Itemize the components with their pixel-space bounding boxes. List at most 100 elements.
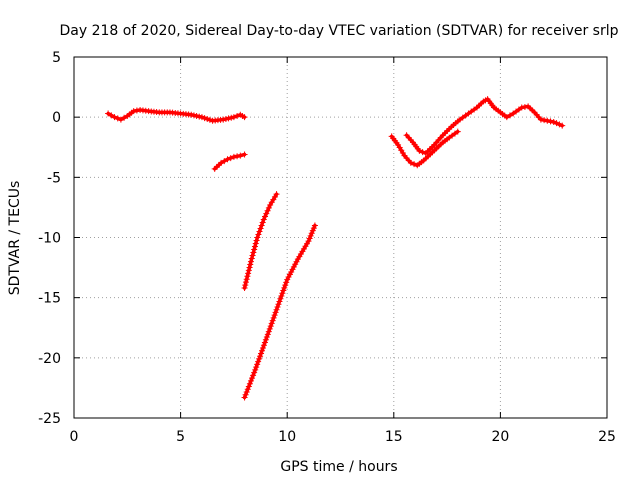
x-tick-label: 20 [491,429,509,445]
data-point [280,287,287,294]
data-point [266,325,273,332]
data-point [198,114,205,121]
data-point [537,116,544,123]
data-point [263,210,270,217]
data-point [260,216,267,223]
data-point [259,344,266,351]
data-point [271,312,278,319]
chart-title: Day 218 of 2020, Sidereal Day-to-day VTE… [59,23,618,39]
data-point [220,116,227,123]
data-point [278,293,285,300]
data-point [407,159,414,166]
data-point [272,309,279,316]
data-point [244,273,251,280]
data-point [256,355,263,362]
data-point [252,366,259,373]
data-point [279,290,286,297]
data-point [281,284,288,291]
data-point [234,153,241,160]
data-point [245,383,252,390]
y-axis-label: SDTVAR / TECUs [7,181,23,296]
data-point [250,249,257,256]
data-point [454,128,461,135]
data-point [245,270,252,277]
data-point [121,114,128,121]
data-point [258,222,265,229]
y-tick-label: 5 [52,50,61,66]
data-point [225,115,232,122]
data-point [251,369,258,376]
data-point [264,331,271,338]
data-point [286,271,293,278]
x-axis-label: GPS time / hours [280,459,397,475]
data-point [254,361,261,368]
data-point [246,380,253,387]
data-point [251,243,258,250]
y-tick-label: -20 [38,351,61,367]
data-point [224,156,231,163]
data-point [206,116,213,123]
data-point [242,279,249,286]
data-point [263,334,270,341]
data-point [222,115,229,122]
data-point [284,276,291,283]
x-tick-label: 5 [176,429,185,445]
series-arc-5 [388,128,461,169]
x-tick-label: 15 [385,429,403,445]
x-tick-label: 25 [598,429,616,445]
data-point [264,207,271,214]
data-point [260,342,267,349]
data-point [245,267,252,274]
data-point [237,152,244,159]
data-point [247,377,254,384]
data-point [243,389,250,396]
data-point [190,112,197,119]
data-point [306,235,313,242]
data-point [258,350,265,357]
data-point [311,222,318,229]
data-point [221,158,228,165]
data-point [259,347,266,354]
data-point [288,268,295,275]
y-tick-label: 0 [52,110,61,126]
data-point [282,282,289,289]
data-point [108,112,115,119]
data-point [277,295,284,302]
x-tick-labels: 0 5 10 15 20 25 [70,429,616,445]
data-point [201,115,208,122]
data-point [292,261,299,268]
data-point [196,113,203,120]
data-point [308,230,315,237]
data-point [241,394,248,401]
x-tick-label: 10 [278,429,296,445]
data-point [506,112,513,119]
data-point [265,204,272,211]
data-point [247,258,254,265]
data-point [133,107,140,114]
data-point [305,238,312,245]
axis-ticks [73,56,608,419]
data-point [285,274,292,281]
data-point [204,115,211,122]
series-arc-6 [403,96,566,157]
data-point [257,225,264,232]
data-point [130,108,137,115]
data-point [188,111,195,118]
data-point [276,298,283,305]
data-point [227,155,234,162]
data-point [289,266,296,273]
data-point [246,264,253,271]
grid-lines [74,57,607,418]
data-point [241,285,248,292]
data-point [259,219,266,226]
data-point [273,306,280,313]
data-point [274,303,281,310]
data-point [310,225,317,232]
data-point [255,358,262,365]
series-arc-4 [241,222,318,401]
data-point [541,117,548,124]
data-point [241,151,248,158]
data-point [244,386,251,393]
data-point [242,391,249,398]
y-tick-labels: 5 0 -5 -10 -15 -20 -25 [38,50,61,427]
